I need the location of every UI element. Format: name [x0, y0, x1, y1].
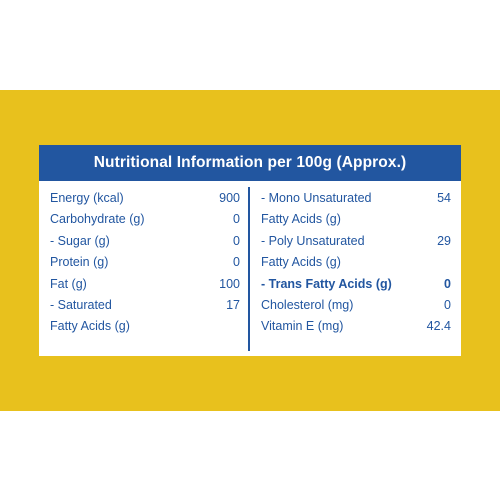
nutrient-row: - Trans Fatty Acids (g) 0	[261, 274, 451, 295]
nutrient-value: 54	[437, 191, 451, 205]
nutrient-row: Fat (g) 100	[50, 274, 240, 295]
nutrient-label: Fatty Acids (g)	[50, 319, 130, 334]
nutrient-value: 0	[233, 212, 240, 227]
nutrient-row: Carbohydrate (g) 0	[50, 209, 240, 230]
left-column: Energy (kcal) 900 Carbohydrate (g) 0 - S…	[50, 188, 240, 338]
nutrient-row: - Poly Unsaturated 29	[261, 231, 451, 252]
nutrient-label: Fatty Acids (g)	[261, 212, 341, 227]
nutrient-label: Carbohydrate (g)	[50, 212, 145, 227]
nutrient-row: Energy (kcal) 900	[50, 188, 240, 209]
nutrient-value: 0	[444, 276, 451, 291]
nutrient-value: 100	[219, 276, 240, 291]
nutrient-label: - Sugar (g)	[50, 233, 110, 248]
nutrient-label: Vitamin E (mg)	[261, 319, 344, 334]
nutrient-value: 0	[233, 233, 240, 248]
panel-title: Nutritional Information per 100g (Approx…	[39, 145, 461, 181]
nutrient-row: Fatty Acids (g)	[50, 316, 240, 337]
nutrient-value: 42.4	[426, 319, 451, 334]
nutrient-row: - Saturated 17	[50, 295, 240, 316]
nutrient-label: Cholesterol (mg)	[261, 297, 354, 312]
nutrient-row: Protein (g) 0	[50, 252, 240, 273]
nutrient-value: 29	[437, 233, 451, 248]
nutrient-label: - Mono Unsaturated	[261, 191, 372, 205]
nutrient-value: 17	[226, 297, 240, 312]
nutrient-value: 0	[444, 297, 451, 312]
nutrient-label: - Poly Unsaturated	[261, 233, 365, 248]
nutrient-label: Fat (g)	[50, 276, 87, 291]
column-divider	[248, 187, 250, 351]
right-column: - Mono Unsaturated 54 Fatty Acids (g) - …	[261, 188, 451, 338]
nutrient-label: - Trans Fatty Acids (g)	[261, 276, 392, 291]
nutrient-row: Fatty Acids (g)	[261, 252, 451, 273]
nutrient-label: - Saturated	[50, 297, 112, 312]
nutrient-label: Fatty Acids (g)	[261, 255, 341, 270]
nutrient-value: 0	[233, 255, 240, 270]
nutrient-row: Vitamin E (mg) 42.4	[261, 316, 451, 337]
nutrient-label: Energy (kcal)	[50, 191, 124, 205]
nutrient-value: 900	[219, 191, 240, 205]
nutrient-row: Cholesterol (mg) 0	[261, 295, 451, 316]
nutrient-row: Fatty Acids (g)	[261, 209, 451, 230]
nutrient-row: - Mono Unsaturated 54	[261, 188, 451, 209]
nutrient-label: Protein (g)	[50, 255, 109, 270]
nutrition-panel: Nutritional Information per 100g (Approx…	[39, 145, 461, 356]
nutrient-row: - Sugar (g) 0	[50, 231, 240, 252]
